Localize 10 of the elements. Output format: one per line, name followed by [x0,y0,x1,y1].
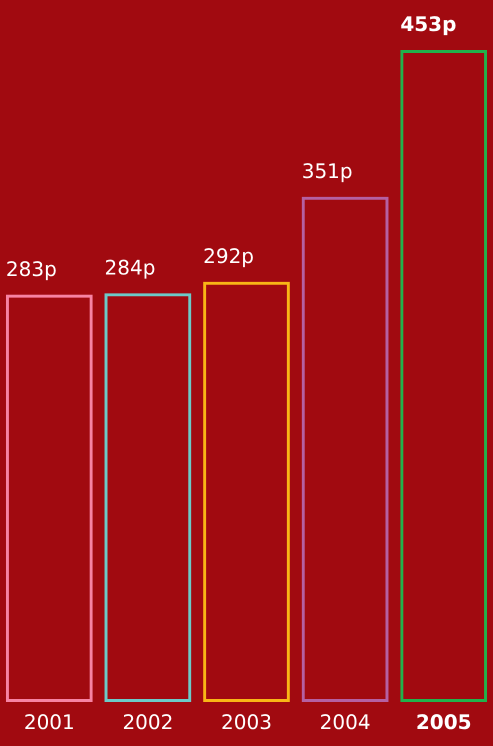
x-tick-label: 2003 [221,710,272,734]
data-label: 292p [203,244,254,268]
data-label: 453p [400,12,456,36]
x-tick-label: 2004 [320,710,371,734]
x-tick-label: 2001 [24,710,75,734]
data-label: 284p [104,255,156,280]
data-label: 283p [6,256,57,281]
x-tick-label: 2002 [122,710,174,734]
x-tick-label: 2005 [416,710,472,734]
data-label: 351p [302,159,353,184]
